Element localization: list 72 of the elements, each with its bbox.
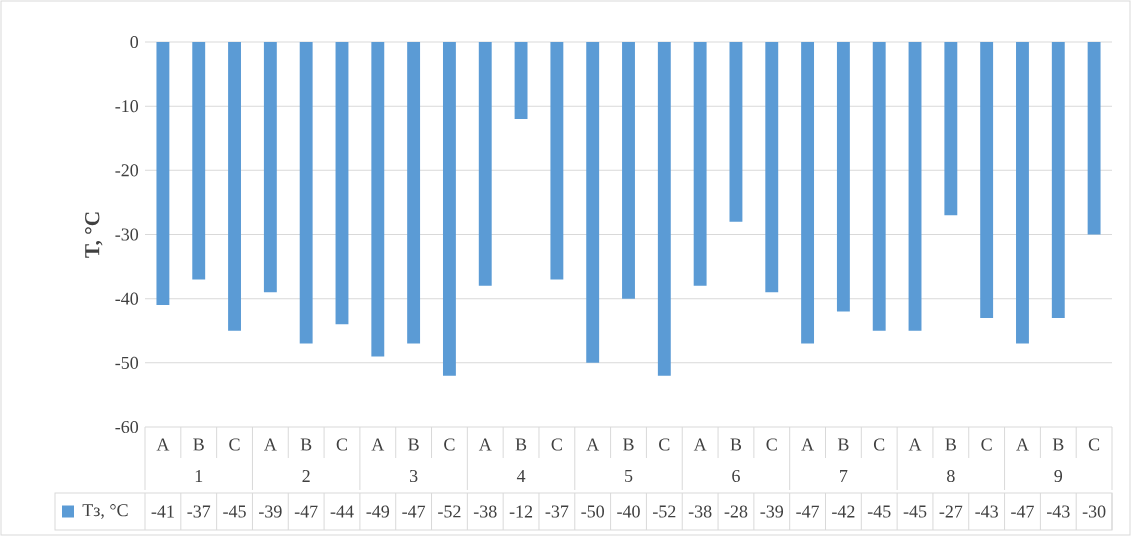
data-label: -47	[1011, 505, 1034, 518]
x-tick-label: C	[766, 438, 777, 451]
text: 5	[625, 470, 633, 482]
data-label: -38	[473, 505, 497, 518]
x-tick-label: C	[336, 438, 348, 451]
x-tick-label: A	[478, 438, 492, 451]
data-label: -52	[653, 505, 676, 518]
text: 3	[409, 469, 418, 483]
x-tick-label: C	[873, 438, 885, 451]
x-tick-label: C	[659, 438, 670, 451]
x-tick-label: C	[1088, 438, 1100, 451]
x-tick-label: A	[156, 438, 170, 451]
y-tick-label: -40	[115, 292, 139, 305]
data-label: -37	[187, 505, 211, 518]
y-tick-label: -20	[115, 164, 139, 177]
text: 8	[947, 469, 955, 483]
x-tick-label: C	[981, 438, 992, 451]
x-tick-label: A	[1016, 438, 1029, 451]
x-tick-label: B	[300, 438, 312, 451]
x-tick-label: B	[623, 438, 634, 451]
data-label: -43	[975, 505, 998, 518]
x-tick-label: C	[551, 438, 562, 451]
data-label: -38	[688, 505, 712, 518]
y-tick-label: -10	[115, 100, 139, 113]
data-label: -43	[1046, 505, 1070, 518]
x-tick-label: B	[515, 438, 527, 451]
x-tick-label: B	[730, 438, 742, 451]
data-label: -12	[509, 505, 533, 518]
data-label: -47	[402, 505, 426, 518]
data-label: -49	[366, 505, 390, 518]
data-label: -42	[832, 505, 855, 518]
data-label: -44	[330, 505, 354, 518]
data-label: -41	[151, 505, 174, 518]
y-tick-label: -60	[115, 420, 139, 434]
x-tick-label: A	[371, 438, 385, 451]
x-tick-label: B	[408, 438, 419, 451]
data-label: -30	[1082, 505, 1106, 518]
data-label: -52	[438, 505, 461, 518]
x-tick-label: A	[586, 438, 600, 451]
x-tick-label: A	[264, 438, 277, 451]
text: 2	[302, 470, 310, 482]
data-label: -37	[545, 505, 569, 518]
data-label: -39	[760, 505, 784, 518]
text: 1	[195, 470, 203, 482]
x-tick-label: A	[693, 438, 707, 451]
data-label: -40	[617, 505, 640, 518]
data-label: -27	[939, 505, 963, 518]
data-label: -47	[294, 505, 318, 518]
text: 7	[840, 470, 848, 482]
x-tick-label: A	[908, 438, 922, 451]
x-tick-label: A	[801, 438, 814, 451]
x-tick-label: B	[837, 438, 849, 451]
data-label: -47	[796, 505, 820, 518]
x-tick-label: C	[229, 438, 240, 451]
data-label: -45	[867, 505, 891, 518]
x-tick-label: B	[1052, 438, 1064, 451]
text: 4	[516, 470, 526, 482]
text: 9	[1054, 469, 1063, 483]
y-tick-label: -50	[115, 356, 139, 369]
y-axis-title: T, °C	[85, 212, 103, 258]
data-label: -45	[223, 505, 246, 518]
x-tick-label: B	[193, 438, 204, 451]
data-label: -28	[724, 505, 748, 518]
text: 6	[732, 469, 740, 483]
x-tick-label: C	[444, 438, 455, 451]
y-tick-label: -30	[115, 228, 139, 241]
x-tick-label: B	[945, 438, 956, 451]
data-label: -50	[581, 505, 605, 518]
data-label: -39	[259, 505, 282, 518]
y-tick-label: 0	[130, 35, 139, 49]
legend-label: Tз, °C	[82, 504, 128, 519]
data-label: -45	[903, 505, 927, 518]
